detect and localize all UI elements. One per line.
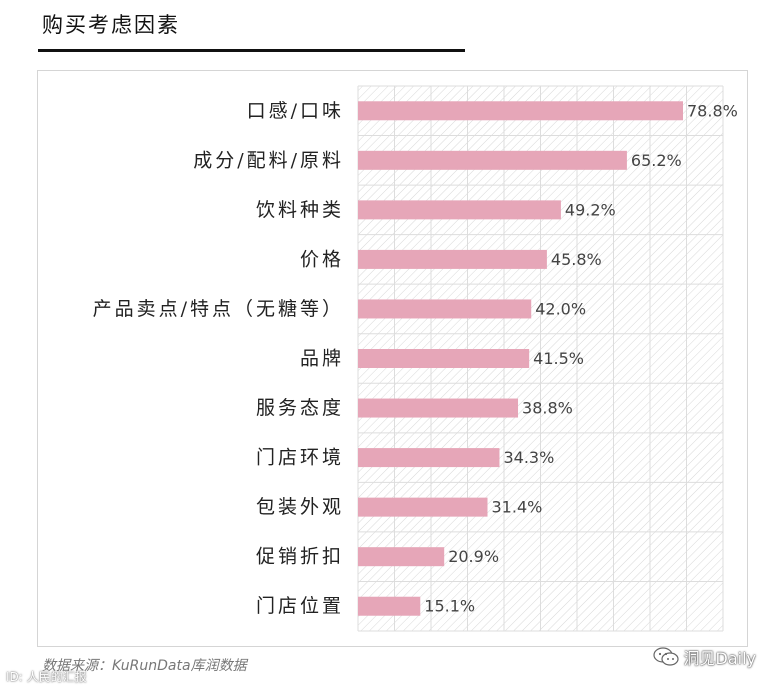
category-label: 价格: [300, 248, 344, 270]
data-label: 38.8%: [522, 399, 573, 418]
category-label: 包装外观: [256, 496, 344, 518]
watermark-left: ID: 人民的汇报: [6, 670, 87, 684]
source-note: 数据来源：KuRunData库润数据: [42, 658, 247, 674]
bar: [358, 596, 421, 616]
bar: [358, 101, 683, 121]
data-label: 41.5%: [533, 349, 584, 368]
category-label: 口感/口味: [247, 100, 344, 122]
data-label: 42.0%: [535, 299, 586, 318]
bar: [358, 398, 519, 418]
bar: [358, 299, 532, 319]
bar-chart: 口感/口味 78.8% 成分/配料/原料 65.2% 饮料种类 49.2% 价格 45.8% 产…: [93, 85, 738, 632]
category-label: 服务态度: [256, 397, 344, 419]
data-label: 65.2%: [631, 151, 682, 170]
data-label: 34.3%: [503, 448, 554, 467]
data-label: 45.8%: [551, 250, 602, 269]
data-label: 15.1%: [424, 597, 475, 616]
category-label: 品牌: [300, 348, 344, 370]
wechat-icon: [652, 647, 679, 666]
bars: 口感/口味 78.8% 成分/配料/原料 65.2% 饮料种类 49.2% 价格 45.8% 产…: [93, 100, 738, 617]
bar: [358, 497, 488, 517]
watermark-right: 洞见Daily: [652, 645, 757, 669]
data-label: 31.4%: [492, 498, 543, 517]
grid: [357, 85, 724, 632]
category-label: 成分/配料/原料: [193, 149, 344, 171]
data-label: 49.2%: [565, 200, 616, 219]
category-label: 促销折扣: [256, 546, 344, 568]
data-label: 78.8%: [687, 101, 738, 120]
category-label: 门店位置: [256, 595, 344, 617]
chart-frame: 口感/口味 78.8% 成分/配料/原料 65.2% 饮料种类 49.2% 价格 45.8% 产…: [37, 70, 748, 647]
bar: [358, 448, 500, 468]
category-label: 饮料种类: [256, 199, 344, 221]
title-underline: [38, 49, 465, 52]
data-label: 20.9%: [448, 547, 499, 566]
bar: [358, 547, 445, 567]
bar: [358, 249, 547, 269]
bar: [358, 349, 530, 368]
bar: [358, 150, 627, 170]
watermark-right-text: 洞见Daily: [683, 649, 757, 668]
bar: [358, 200, 561, 220]
category-label: 门店环境: [256, 447, 344, 469]
category-label: 产品卖点/特点（无糖等）: [93, 298, 344, 320]
page-title: 购买考虑因素: [42, 13, 180, 37]
